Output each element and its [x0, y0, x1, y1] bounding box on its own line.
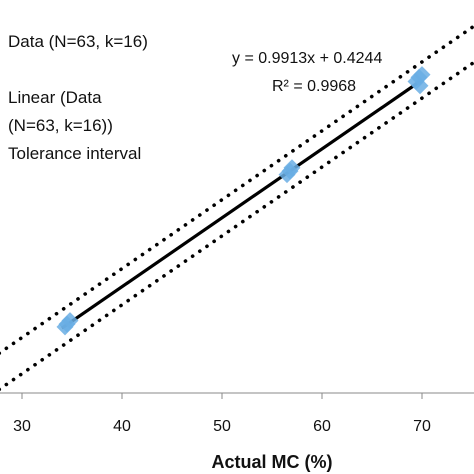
r-squared-label: R² = 0.9968 — [272, 78, 357, 95]
tolerance-interval-lines — [0, 23, 474, 392]
tolerance-lower-line — [0, 60, 474, 392]
legend-item-tolerance: Tolerance interval — [8, 144, 142, 163]
data-points — [56, 66, 431, 336]
tolerance-upper-line — [0, 23, 474, 355]
x-axis-ticks: 30 40 50 60 70 — [13, 393, 431, 435]
fit-line — [61, 78, 423, 330]
x-tick-label-70: 70 — [413, 418, 431, 435]
data-point-8 — [411, 77, 429, 95]
data-point-2 — [56, 318, 74, 336]
x-tick-label-30: 30 — [13, 418, 31, 435]
x-tick-label-50: 50 — [213, 418, 231, 435]
linear-fit-line — [61, 78, 423, 330]
x-tick-label-40: 40 — [113, 418, 131, 435]
data-point-5 — [283, 159, 301, 177]
regression-equation: y = 0.9913x + 0.4244 — [232, 50, 383, 67]
x-tick-label-60: 60 — [313, 418, 331, 435]
legend-item-linear-line2: (N=63, k=16)) — [8, 116, 113, 135]
legend-item-linear-line1: Linear (Data — [8, 88, 102, 107]
data-point-9 — [413, 66, 431, 84]
legend-item-data: Data (N=63, k=16) — [8, 32, 148, 51]
x-axis-title: Actual MC (%) — [212, 452, 333, 472]
